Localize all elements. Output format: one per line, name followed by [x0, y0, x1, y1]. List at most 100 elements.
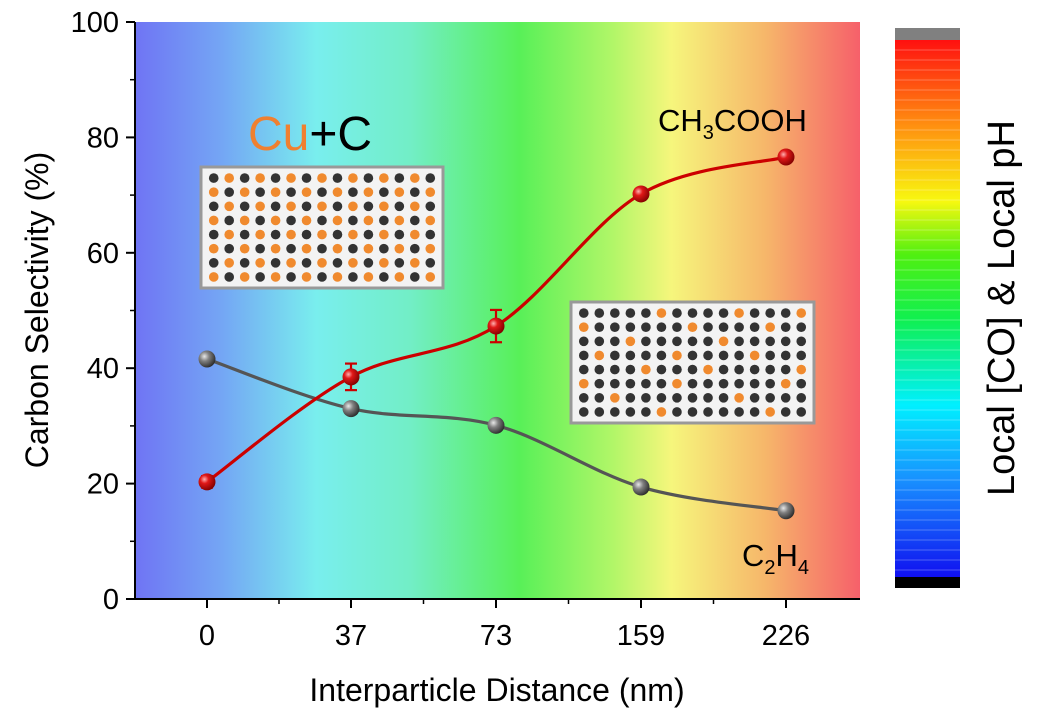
inset-sparse-array [569, 300, 816, 425]
particle [578, 322, 589, 332]
particle [286, 229, 296, 240]
particle [363, 201, 374, 212]
particle [255, 243, 265, 254]
particle [656, 364, 667, 375]
particle [208, 201, 219, 212]
particle [672, 308, 682, 318]
particle [239, 201, 250, 212]
particle [332, 272, 343, 282]
particle [425, 229, 436, 240]
particle [286, 243, 296, 254]
colorbar-label: Local [CO] & Local pH [981, 120, 1023, 496]
particle [578, 308, 589, 318]
particle [625, 350, 636, 361]
particle [610, 308, 620, 318]
particle [410, 258, 420, 268]
particle [594, 308, 605, 318]
particle [610, 393, 620, 403]
particle [410, 173, 420, 183]
colorbar-bottom-cap [895, 577, 960, 588]
particle [317, 229, 327, 240]
particle [379, 201, 389, 212]
particle [270, 243, 281, 254]
particle [348, 215, 358, 226]
particle [687, 322, 698, 332]
particle [765, 407, 775, 417]
particle [610, 350, 620, 361]
particle [270, 173, 281, 183]
particle [734, 322, 744, 332]
particle [734, 308, 744, 318]
y-tick-label: 100 [71, 7, 119, 39]
particle [379, 187, 389, 197]
particle [703, 336, 713, 347]
particle [656, 350, 667, 361]
particle [301, 173, 312, 183]
particle [594, 336, 605, 347]
x-tick-label: 159 [617, 620, 665, 652]
particle [239, 187, 250, 197]
particle [796, 350, 807, 361]
y-tick-label: 60 [87, 238, 119, 270]
particle [703, 322, 713, 332]
data-point [487, 416, 505, 434]
data-point [487, 317, 505, 335]
data-point [777, 148, 795, 166]
particle [301, 187, 312, 197]
particle [208, 272, 219, 282]
cu-label: Cu [248, 108, 309, 161]
particle [734, 336, 744, 347]
particle [672, 378, 682, 389]
particle [780, 393, 791, 403]
data-point [342, 400, 360, 418]
particle [780, 407, 791, 417]
particle [687, 393, 698, 403]
particle [625, 378, 636, 389]
particle [796, 378, 807, 389]
particle [594, 378, 605, 389]
particle [224, 173, 234, 183]
particle [765, 322, 775, 332]
particle [425, 272, 436, 282]
particle [780, 308, 791, 318]
particle [394, 258, 405, 268]
particle [765, 378, 775, 389]
particle [578, 407, 589, 417]
particle [425, 243, 436, 254]
c2h4-sub2: 4 [798, 557, 809, 579]
particle [379, 215, 389, 226]
particle [239, 258, 250, 268]
data-point [632, 478, 650, 496]
particle [780, 350, 791, 361]
particle [363, 173, 374, 183]
particle [672, 322, 682, 332]
particle [703, 407, 713, 417]
particle [270, 258, 281, 268]
particle [379, 173, 389, 183]
particle [410, 187, 420, 197]
particle [749, 336, 760, 347]
particle [641, 336, 651, 347]
particle [332, 229, 343, 240]
particle [687, 407, 698, 417]
particle [239, 272, 250, 282]
particle [578, 378, 589, 389]
ch3cooh-base: CH [658, 103, 703, 138]
particle [672, 364, 682, 375]
particle [718, 407, 729, 417]
particle [394, 243, 405, 254]
particle [348, 229, 358, 240]
particle [317, 201, 327, 212]
particle [224, 187, 234, 197]
particle [656, 378, 667, 389]
particle [410, 201, 420, 212]
particle [410, 243, 420, 254]
particle [641, 308, 651, 318]
particle [255, 215, 265, 226]
particle [224, 272, 234, 282]
particle [208, 229, 219, 240]
y-axis-label: Carbon Selectivity (%) [19, 152, 55, 469]
x-tick-label: 37 [335, 620, 367, 652]
particle [687, 350, 698, 361]
particle [286, 173, 296, 183]
